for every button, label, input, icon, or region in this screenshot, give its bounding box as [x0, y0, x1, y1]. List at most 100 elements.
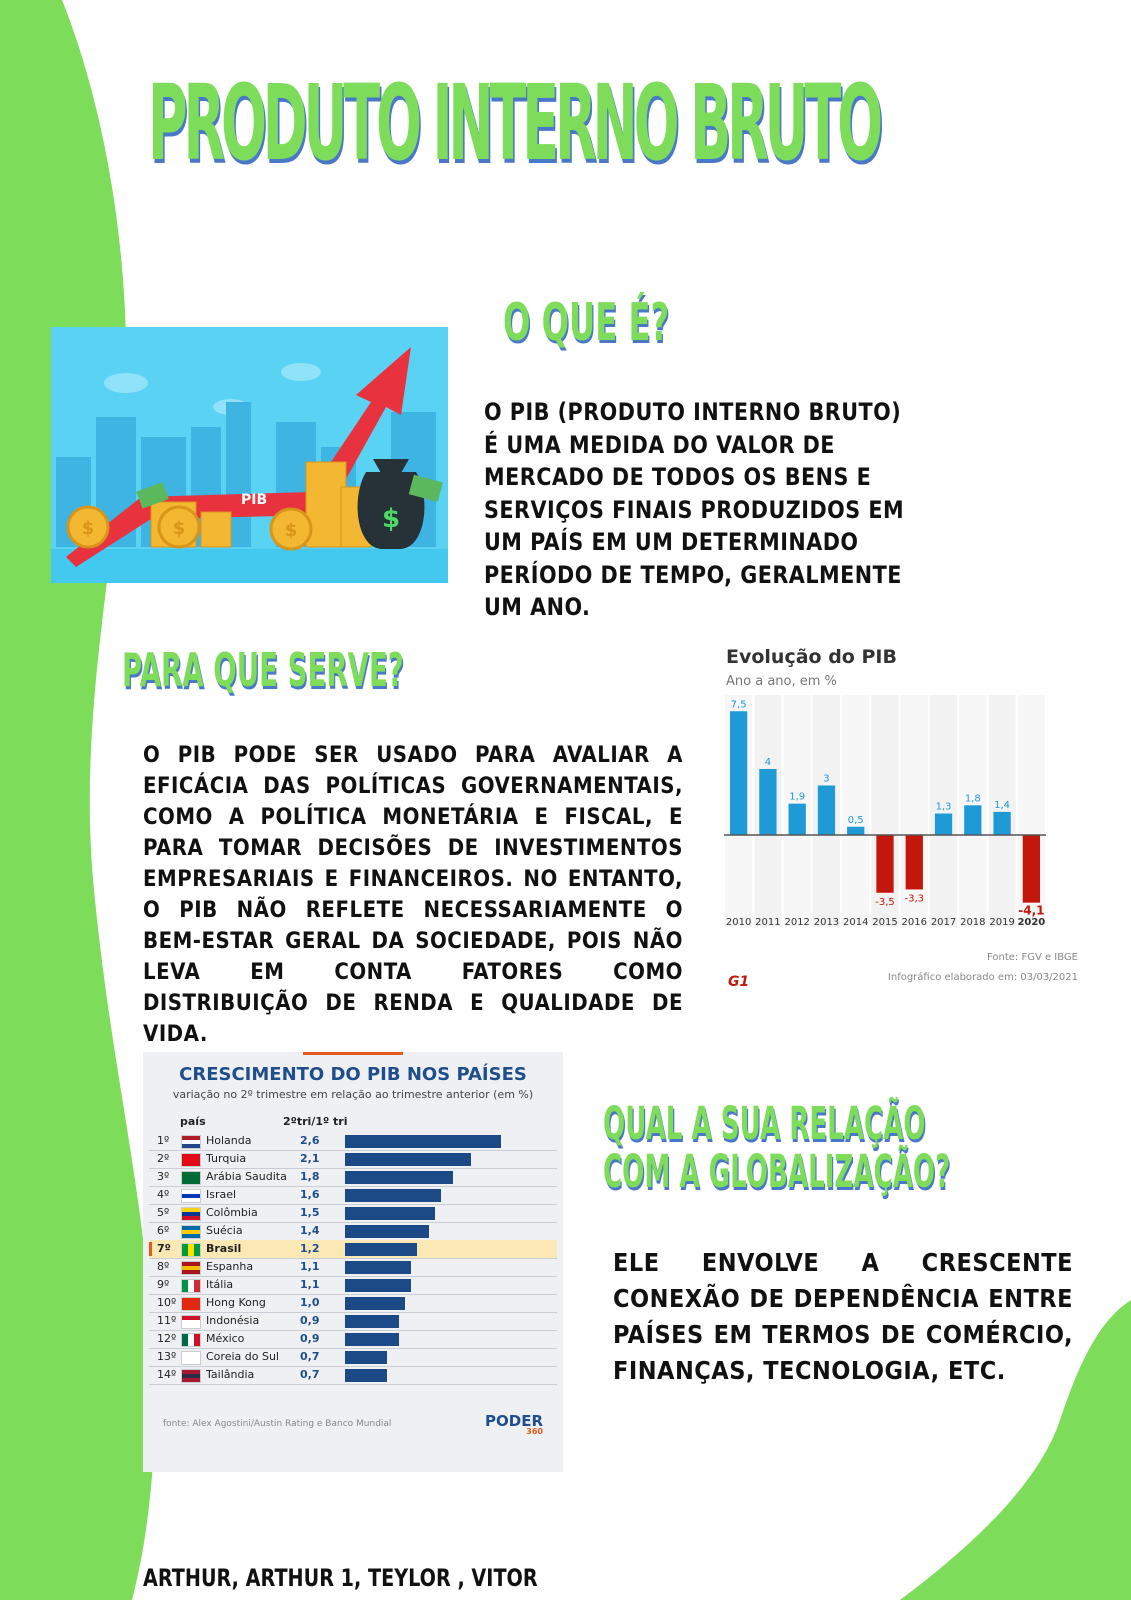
chart-x-tick: 2012 — [784, 917, 809, 928]
chart-data-label: 1,4 — [994, 800, 1010, 811]
accent-line — [303, 1052, 403, 1055]
row-value: 0,9 — [300, 1332, 320, 1345]
chart-data-label: -3,5 — [875, 897, 895, 908]
table-row: 14º Tailândia 0,7 — [149, 1366, 557, 1385]
page-title: PRODUTO INTERNO BRUTO — [148, 62, 883, 184]
chart-note: Infográfico elaborado em: 03/03/2021 — [887, 972, 1078, 983]
table-row: 13º Coreia do Sul 0,7 — [149, 1348, 557, 1367]
chart-data-label: 0,5 — [848, 815, 864, 826]
row-country: Espanha — [206, 1260, 254, 1273]
row-rank: 7º — [157, 1242, 171, 1255]
row-rank: 14º — [157, 1368, 177, 1381]
chart-x-tick: 2015 — [872, 917, 897, 928]
chart-x-tick: 2013 — [814, 917, 839, 928]
row-rank: 12º — [157, 1332, 177, 1345]
row-bar — [345, 1351, 387, 1364]
row-country: Indonésia — [206, 1314, 260, 1327]
chart-x-tick: 2011 — [755, 917, 780, 928]
row-value: 1,2 — [300, 1242, 320, 1255]
chart-subtitle: variação no 2º trimestre em relação ao t… — [172, 1088, 534, 1101]
row-value: 1,0 — [300, 1296, 320, 1309]
sa-flag-icon — [181, 1171, 201, 1185]
svg-text:$: $ — [173, 518, 186, 539]
chart-data-label: 4 — [765, 757, 771, 768]
chart-x-tick: 2018 — [960, 917, 985, 928]
section-text-globalizacao: Ele envolve a crescente conexão de depen… — [613, 1248, 1073, 1385]
chart-x-tick: 2010 — [726, 917, 751, 928]
id-flag-icon — [181, 1315, 201, 1329]
row-value: 2,1 — [300, 1152, 320, 1165]
section-heading-globalizacao: QUAL A SUA RELAÇÃO COM A GLOBALIZAÇÃO? — [603, 1097, 951, 1198]
g1-logo: G1 — [728, 974, 750, 990]
row-bar — [345, 1297, 405, 1310]
dollar-coin-icon: $ $ $ — [66, 505, 313, 551]
nl-flag-icon — [181, 1135, 201, 1149]
chart-bar — [934, 813, 953, 835]
mx-flag-icon — [181, 1333, 201, 1347]
svg-text:$: $ — [382, 504, 400, 534]
chart-x-tick: 2014 — [843, 917, 868, 928]
row-rank: 9º — [157, 1278, 170, 1291]
row-bar — [345, 1261, 411, 1274]
row-rank: 6º — [157, 1224, 170, 1237]
il-flag-icon — [181, 1189, 201, 1203]
chart-bar — [993, 811, 1011, 835]
chart-data-label: 1,3 — [936, 802, 952, 813]
kr-flag-icon — [181, 1351, 201, 1365]
chart-bar — [964, 805, 982, 835]
chart-x-tick: 2019 — [989, 917, 1014, 928]
row-rank: 10º — [157, 1296, 177, 1309]
row-bar — [345, 1207, 435, 1220]
cloud-icon — [104, 363, 321, 415]
row-country: Hong Kong — [206, 1296, 266, 1309]
row-bar — [345, 1333, 399, 1346]
bottom-right-green-blob — [900, 1300, 1131, 1600]
table-row: 3º Arábia Saudita 1,8 — [149, 1168, 557, 1187]
chart-bar — [876, 835, 894, 893]
row-rank: 3º — [157, 1170, 170, 1183]
section-text-para-que-serve: O PIB pode ser usado para avaliar a efic… — [143, 743, 683, 1047]
highlight-marker — [149, 1242, 152, 1256]
row-country: Colômbia — [206, 1206, 258, 1219]
row-country: Brasil — [206, 1242, 242, 1255]
th-flag-icon — [181, 1369, 201, 1383]
section-text-o-que-e: O PIB (Produto Interno Bruto) é uma medi… — [484, 398, 905, 621]
it-flag-icon — [181, 1279, 201, 1293]
row-rank: 1º — [157, 1134, 170, 1147]
tr-flag-icon — [181, 1153, 201, 1167]
row-value: 0,7 — [300, 1368, 320, 1381]
row-rank: 11º — [157, 1314, 177, 1327]
chart-bar — [905, 835, 923, 890]
chart-data-label: 7,5 — [731, 699, 747, 710]
row-value: 1,8 — [300, 1170, 320, 1183]
row-rank: 5º — [157, 1206, 170, 1219]
chart-column-bg — [988, 695, 1016, 927]
chart-column-bg — [842, 695, 870, 927]
chart-data-label: -4,1 — [1018, 904, 1044, 918]
pib-evolution-plot: 7,5 2010 4 2011 1,9 2012 3 2013 0,5 2014 -3,5 2015 -… — [724, 695, 1046, 928]
table-row: 4º Israel 1,6 — [149, 1186, 557, 1205]
co-flag-icon — [181, 1207, 201, 1221]
money-bag-icon: $ — [357, 459, 425, 549]
chart-x-tick: 2016 — [902, 917, 927, 928]
es-flag-icon — [181, 1261, 201, 1275]
table-row: 6º Suécia 1,4 — [149, 1222, 557, 1241]
banknote-icon — [136, 474, 443, 509]
row-bar — [345, 1243, 417, 1256]
poder360-logo: PODER 360 — [485, 1412, 543, 1436]
row-value: 1,4 — [300, 1224, 320, 1237]
chart-bar — [817, 785, 836, 835]
row-bar — [345, 1369, 387, 1382]
row-value: 0,7 — [300, 1350, 320, 1363]
chart-title: Evolução do PIB — [726, 646, 897, 668]
table-row: 1º Holanda 2,6 — [149, 1132, 557, 1151]
chart-x-tick: 2020 — [1017, 917, 1045, 928]
chart-x-tick: 2017 — [931, 917, 956, 928]
row-country: Suécia — [206, 1224, 243, 1237]
row-value: 2,6 — [300, 1134, 320, 1147]
row-bar — [345, 1135, 501, 1148]
row-rank: 13º — [157, 1350, 177, 1363]
chart-column-bg — [929, 695, 958, 927]
chart-bar — [1022, 835, 1040, 903]
pib-illustration: PIB $ $ $ $ — [51, 327, 448, 583]
